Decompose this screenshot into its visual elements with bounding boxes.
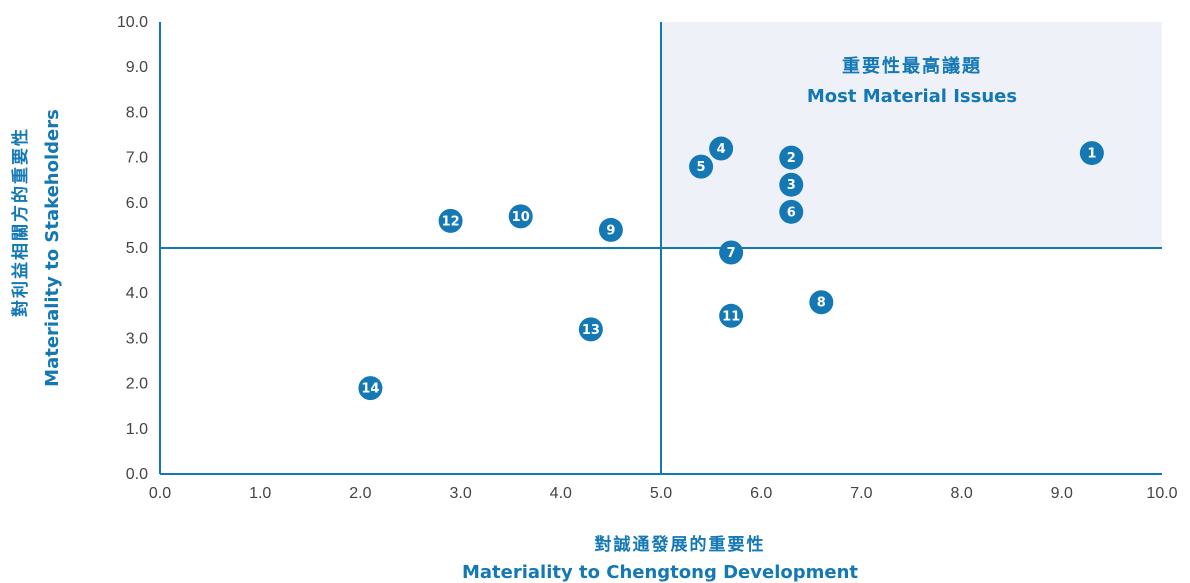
- data-point-13: 13: [578, 317, 603, 342]
- data-point-marker: [508, 204, 533, 229]
- data-point-5: 5: [689, 154, 714, 179]
- data-point-4: 4: [709, 136, 734, 161]
- data-point-label: 7: [727, 246, 736, 261]
- y-tick-label: 5.0: [126, 240, 148, 257]
- x-tick-label: 0.0: [149, 485, 171, 502]
- data-point-marker: [719, 240, 744, 265]
- data-point-marker: [598, 217, 623, 242]
- x-tick-label: 7.0: [850, 485, 872, 502]
- data-point-12: 12: [438, 208, 463, 233]
- data-point-label: 5: [697, 160, 706, 175]
- data-point-marker: [1079, 141, 1104, 166]
- y-tick-label: 1.0: [126, 421, 148, 438]
- data-point-2: 2: [779, 145, 804, 170]
- x-tick-label: 8.0: [950, 485, 972, 502]
- quadrant-label-zh: 重要性最高議題: [842, 55, 982, 77]
- data-point-marker: [719, 303, 744, 328]
- y-tick-label: 8.0: [126, 104, 148, 121]
- data-point-marker: [689, 154, 714, 179]
- data-point-11: 11: [719, 303, 744, 328]
- y-tick-label: 4.0: [126, 285, 148, 302]
- y-tick-label: 0.0: [126, 466, 148, 483]
- data-point-marker: [358, 376, 383, 401]
- x-axis-title-zh: 對誠通發展的重要性: [595, 534, 766, 555]
- y-tick-label: 7.0: [126, 150, 148, 167]
- data-point-label: 10: [512, 210, 530, 225]
- data-point-marker: [438, 208, 463, 233]
- data-point-label: 8: [817, 296, 826, 311]
- x-tick-label: 9.0: [1051, 485, 1073, 502]
- data-point-14: 14: [358, 376, 383, 401]
- y-axis-title-en: Materiality to Stakeholders: [42, 109, 63, 387]
- x-tick-label: 4.0: [550, 485, 572, 502]
- quadrant-label-en: Most Material Issues: [807, 86, 1017, 107]
- data-point-label: 9: [606, 223, 615, 238]
- data-point-label: 13: [582, 323, 600, 338]
- data-point-label: 3: [787, 178, 796, 193]
- data-point-label: 6: [787, 205, 796, 220]
- data-point-7: 7: [719, 240, 744, 265]
- x-axis-ticks: 0.0 1.0 2.0 3.0 4.0 5.0 6.0 7.0 8.0 9.0 10.0: [149, 485, 1178, 502]
- x-tick-label: 10.0: [1146, 485, 1177, 502]
- data-point-label: 12: [442, 214, 460, 229]
- data-point-marker: [578, 317, 603, 342]
- data-point-1: 1: [1079, 141, 1104, 166]
- x-tick-label: 6.0: [750, 485, 772, 502]
- data-point-10: 10: [508, 204, 533, 229]
- data-point-marker: [709, 136, 734, 161]
- y-axis-ticks: 0.0 1.0 2.0 3.0 4.0 5.0 6.0 7.0 8.0 9.0 10.0: [117, 14, 148, 483]
- x-tick-label: 3.0: [449, 485, 471, 502]
- y-tick-label: 3.0: [126, 330, 148, 347]
- data-point-marker: [779, 145, 804, 170]
- x-tick-label: 2.0: [349, 485, 371, 502]
- x-tick-label: 5.0: [650, 485, 672, 502]
- data-point-label: 4: [717, 142, 726, 157]
- data-point-9: 9: [598, 217, 623, 242]
- data-point-8: 8: [809, 290, 834, 315]
- y-tick-label: 2.0: [126, 376, 148, 393]
- y-tick-label: 9.0: [126, 59, 148, 76]
- y-tick-label: 10.0: [117, 14, 148, 31]
- data-point-3: 3: [779, 172, 804, 197]
- data-point-label: 2: [787, 151, 796, 166]
- data-point-label: 14: [361, 382, 379, 397]
- data-point-marker: [779, 199, 804, 224]
- data-point-marker: [809, 290, 834, 315]
- y-tick-label: 6.0: [126, 195, 148, 212]
- x-tick-label: 1.0: [249, 485, 271, 502]
- y-axis-title-zh: 對利益相關方的重要性: [10, 127, 31, 317]
- data-point-6: 6: [779, 199, 804, 224]
- data-point-label: 1: [1087, 147, 1096, 162]
- data-point-label: 11: [722, 309, 740, 324]
- x-axis-title-en: Materiality to Chengtong Development: [462, 562, 858, 583]
- data-point-marker: [779, 172, 804, 197]
- most-material-quadrant: [661, 22, 1162, 248]
